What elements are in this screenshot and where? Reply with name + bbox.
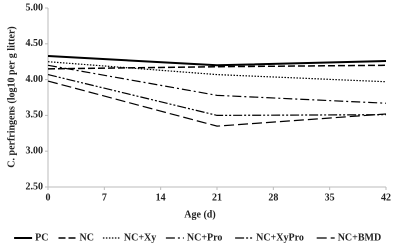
x-tick-label: 42 [381, 192, 391, 203]
legend-label: NC+BMD [338, 232, 381, 243]
legend-label: NC+XyPro [256, 232, 304, 243]
x-tick-label: 35 [325, 192, 335, 203]
series-line [47, 54, 387, 67]
series-line [47, 74, 387, 117]
legend-label: NC [80, 232, 94, 243]
x-axis-label: Age (d) [184, 209, 215, 220]
y-tick-label: 4.50 [26, 38, 44, 49]
legend-label: NC+Xy [124, 232, 156, 243]
series-line [47, 61, 387, 83]
series-line [47, 64, 387, 70]
x-tick-label: 14 [156, 192, 166, 203]
y-axis-label: C. perfringens (log10 per g litter) [6, 26, 17, 167]
y-tick-label: 3.00 [26, 145, 44, 156]
legend-label: PC [35, 232, 48, 243]
series-line [47, 64, 387, 104]
x-tick-label: 21 [212, 192, 222, 203]
series-line [47, 80, 387, 127]
y-tick-label: 3.50 [26, 110, 44, 121]
y-tick-label: 5.00 [26, 2, 44, 13]
x-tick-label: 0 [46, 192, 51, 203]
y-tick-label: 2.50 [26, 181, 44, 192]
x-tick-label: 7 [102, 192, 107, 203]
legend-label: NC+Pro [187, 232, 223, 243]
y-tick-label: 4.00 [26, 74, 44, 85]
x-tick-label: 28 [268, 192, 278, 203]
